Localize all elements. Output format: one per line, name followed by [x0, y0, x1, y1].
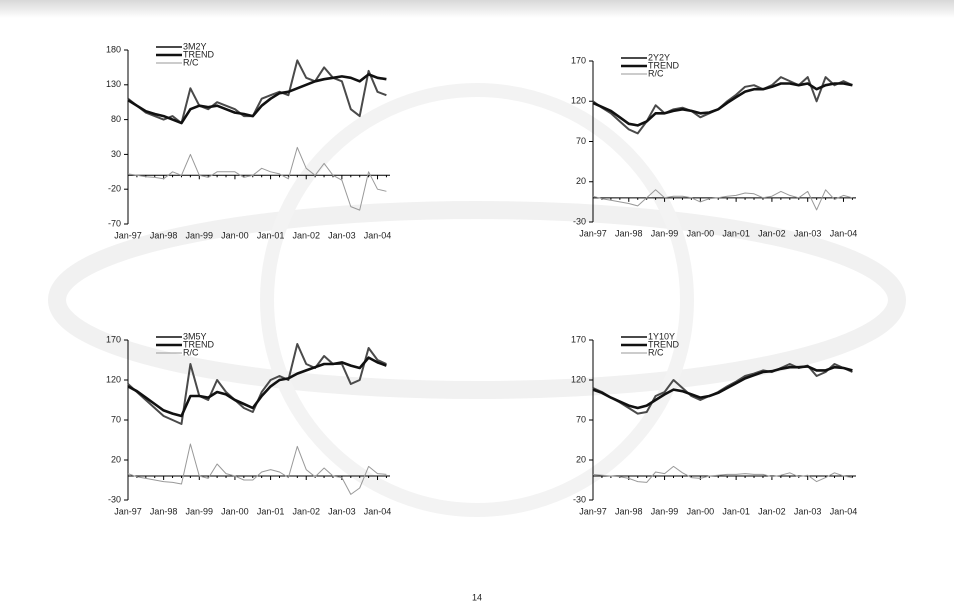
legend-label: R/C: [183, 347, 199, 357]
legend-label: 3M5Y: [183, 331, 207, 341]
x-tick-label: Jan-02: [292, 230, 320, 240]
legend-label: R/C: [648, 347, 664, 357]
y-tick-label: 20: [111, 454, 121, 464]
y-tick-label: 120: [571, 96, 586, 106]
x-tick-label: Jan-98: [150, 230, 178, 240]
x-tick-label: Jan-99: [651, 228, 679, 238]
page-number: 14: [472, 592, 482, 602]
x-tick-label: Jan-01: [257, 506, 285, 516]
x-tick-label: Jan-99: [651, 506, 679, 516]
x-tick-label: Jan-97: [114, 506, 142, 516]
x-tick-label: Jan-04: [364, 506, 392, 516]
series-line: [592, 365, 853, 410]
y-tick-label: 120: [571, 374, 586, 384]
x-tick-label: Jan-00: [687, 228, 715, 238]
y-tick-label: 170: [571, 55, 586, 65]
series-line: [127, 443, 387, 495]
x-tick-label: Jan-02: [758, 506, 786, 516]
y-tick-label: 120: [106, 374, 121, 384]
watermark: [48, 201, 906, 399]
x-tick-label: Jan-00: [221, 506, 249, 516]
y-tick-label: 130: [106, 79, 121, 89]
y-tick-label: 80: [111, 114, 121, 124]
legend-label: 1Y10Y: [648, 331, 675, 341]
y-tick-label: -30: [108, 494, 121, 504]
x-tick-label: Jan-99: [186, 230, 214, 240]
x-tick-label: Jan-99: [186, 506, 214, 516]
x-tick-label: Jan-97: [114, 230, 142, 240]
top-band: [0, 0, 954, 18]
x-tick-label: Jan-02: [758, 228, 786, 238]
x-tick-label: Jan-98: [615, 228, 643, 238]
x-tick-label: Jan-01: [722, 228, 750, 238]
legend-label: 3M2Y: [183, 41, 207, 51]
y-tick-label: 30: [111, 149, 121, 159]
series-line: [127, 73, 387, 125]
y-tick-label: 170: [106, 334, 121, 344]
y-tick-label: 20: [576, 176, 586, 186]
y-tick-label: 70: [111, 414, 121, 424]
x-tick-label: Jan-97: [579, 506, 607, 516]
series-line: [127, 59, 387, 125]
y-tick-label: 70: [576, 414, 586, 424]
legend-label: TREND: [648, 60, 679, 70]
watermark: [260, 83, 694, 517]
series-line: [592, 465, 853, 483]
legend-label: TREND: [183, 339, 214, 349]
y-tick-label: 170: [571, 334, 586, 344]
x-tick-label: Jan-03: [328, 230, 356, 240]
x-tick-label: Jan-04: [364, 230, 392, 240]
legend-label: TREND: [648, 339, 679, 349]
x-tick-label: Jan-03: [794, 506, 822, 516]
x-tick-label: Jan-01: [722, 506, 750, 516]
y-tick-label: -30: [573, 494, 586, 504]
x-tick-label: Jan-00: [221, 230, 249, 240]
x-tick-label: Jan-00: [687, 506, 715, 516]
x-tick-label: Jan-01: [257, 230, 285, 240]
legend-label: R/C: [183, 57, 199, 67]
x-tick-label: Jan-98: [150, 506, 178, 516]
legend-label: R/C: [648, 68, 664, 78]
series-line: [127, 356, 387, 418]
x-tick-label: Jan-98: [615, 506, 643, 516]
y-tick-label: -30: [573, 216, 586, 226]
legend-label: TREND: [183, 49, 214, 59]
y-tick-label: -70: [108, 218, 121, 228]
series-line: [592, 189, 853, 211]
x-tick-label: Jan-04: [830, 228, 858, 238]
x-tick-label: Jan-04: [830, 506, 858, 516]
y-tick-label: 70: [576, 136, 586, 146]
y-tick-label: 20: [576, 454, 586, 464]
x-tick-label: Jan-97: [579, 228, 607, 238]
legend-label: 2Y2Y: [648, 52, 670, 62]
series-line: [592, 82, 853, 127]
x-tick-label: Jan-03: [794, 228, 822, 238]
series-line: [127, 146, 387, 211]
y-tick-label: -20: [108, 184, 121, 194]
y-tick-label: 180: [106, 44, 121, 54]
x-tick-label: Jan-02: [292, 506, 320, 516]
x-tick-label: Jan-03: [328, 506, 356, 516]
